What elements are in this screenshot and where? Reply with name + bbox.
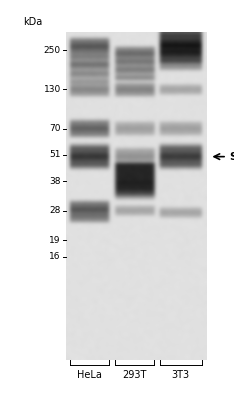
Text: 70: 70 — [49, 124, 61, 133]
Text: 16: 16 — [49, 252, 61, 261]
Text: 19: 19 — [49, 236, 61, 245]
Text: 51: 51 — [49, 150, 61, 160]
Text: kDa: kDa — [23, 17, 43, 27]
Text: 3T3: 3T3 — [172, 370, 190, 380]
Text: 250: 250 — [44, 46, 61, 54]
Text: HeLa: HeLa — [77, 370, 102, 380]
Text: 293T: 293T — [122, 370, 146, 380]
Text: 130: 130 — [44, 85, 61, 94]
Text: 38: 38 — [49, 177, 61, 186]
Text: SDS3: SDS3 — [229, 152, 234, 162]
Text: 28: 28 — [49, 206, 61, 215]
